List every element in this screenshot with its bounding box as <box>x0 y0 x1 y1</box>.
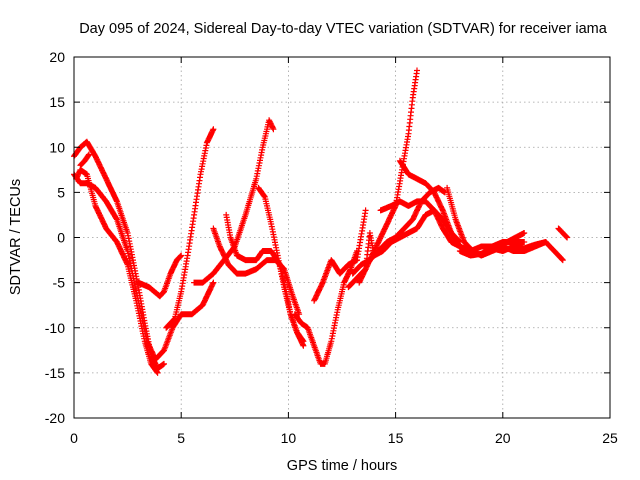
chart-title: Day 095 of 2024, Sidereal Day-to-day VTE… <box>79 21 608 37</box>
y-tick-label: 0 <box>57 230 65 246</box>
data-series <box>71 67 571 376</box>
data-markers <box>255 184 307 345</box>
y-tick-label: 15 <box>49 94 65 110</box>
data-markers <box>504 230 528 245</box>
x-tick-label: 5 <box>177 430 185 446</box>
y-tick-label: -10 <box>45 320 65 336</box>
series-arc-7 <box>191 117 277 286</box>
y-tick-label: -20 <box>45 410 65 426</box>
data-markers <box>135 252 185 300</box>
data-markers <box>73 166 161 376</box>
series-arc-21 <box>555 225 571 241</box>
y-tick-label: 10 <box>49 139 65 155</box>
x-tick-label: 20 <box>495 430 511 446</box>
series-arc-4 <box>77 151 92 169</box>
data-markers <box>191 117 277 286</box>
series-arc-3 <box>73 166 161 376</box>
y-tick-label: 5 <box>57 184 65 200</box>
data-markers <box>456 239 549 259</box>
y-axis-label: SDTVAR / TECUs <box>8 179 24 295</box>
series-arc-6 <box>163 126 217 331</box>
series-arc-9 <box>223 211 307 349</box>
x-axis-label: GPS time / hours <box>287 458 397 474</box>
series-arc-10 <box>255 184 307 345</box>
series-arc-5 <box>135 252 185 300</box>
x-tick-labels: 0 5 10 15 20 25 <box>70 430 618 446</box>
data-markers <box>210 225 303 318</box>
y-tick-labels: -20 -15 -10 -5 0 5 10 15 20 <box>45 49 65 426</box>
data-markers <box>223 211 307 349</box>
y-tick-label: -5 <box>53 275 66 291</box>
x-tick-label: 25 <box>602 430 618 446</box>
series-arc-19 <box>456 239 549 259</box>
y-tick-label: -15 <box>45 365 65 381</box>
x-tick-label: 0 <box>70 430 78 446</box>
x-tick-label: 10 <box>281 430 297 446</box>
data-markers <box>291 248 360 367</box>
y-tick-label: 20 <box>49 49 65 65</box>
series-arc-8 <box>210 225 303 318</box>
axis-ticks <box>73 56 611 419</box>
series-arc-20 <box>504 230 528 245</box>
data-markers <box>163 126 217 331</box>
data-markers <box>555 225 571 241</box>
data-markers <box>77 151 92 169</box>
data-markers <box>311 207 369 304</box>
series-arc-12 <box>311 207 369 304</box>
series-arc-11 <box>291 248 360 367</box>
x-tick-label: 15 <box>388 430 404 446</box>
